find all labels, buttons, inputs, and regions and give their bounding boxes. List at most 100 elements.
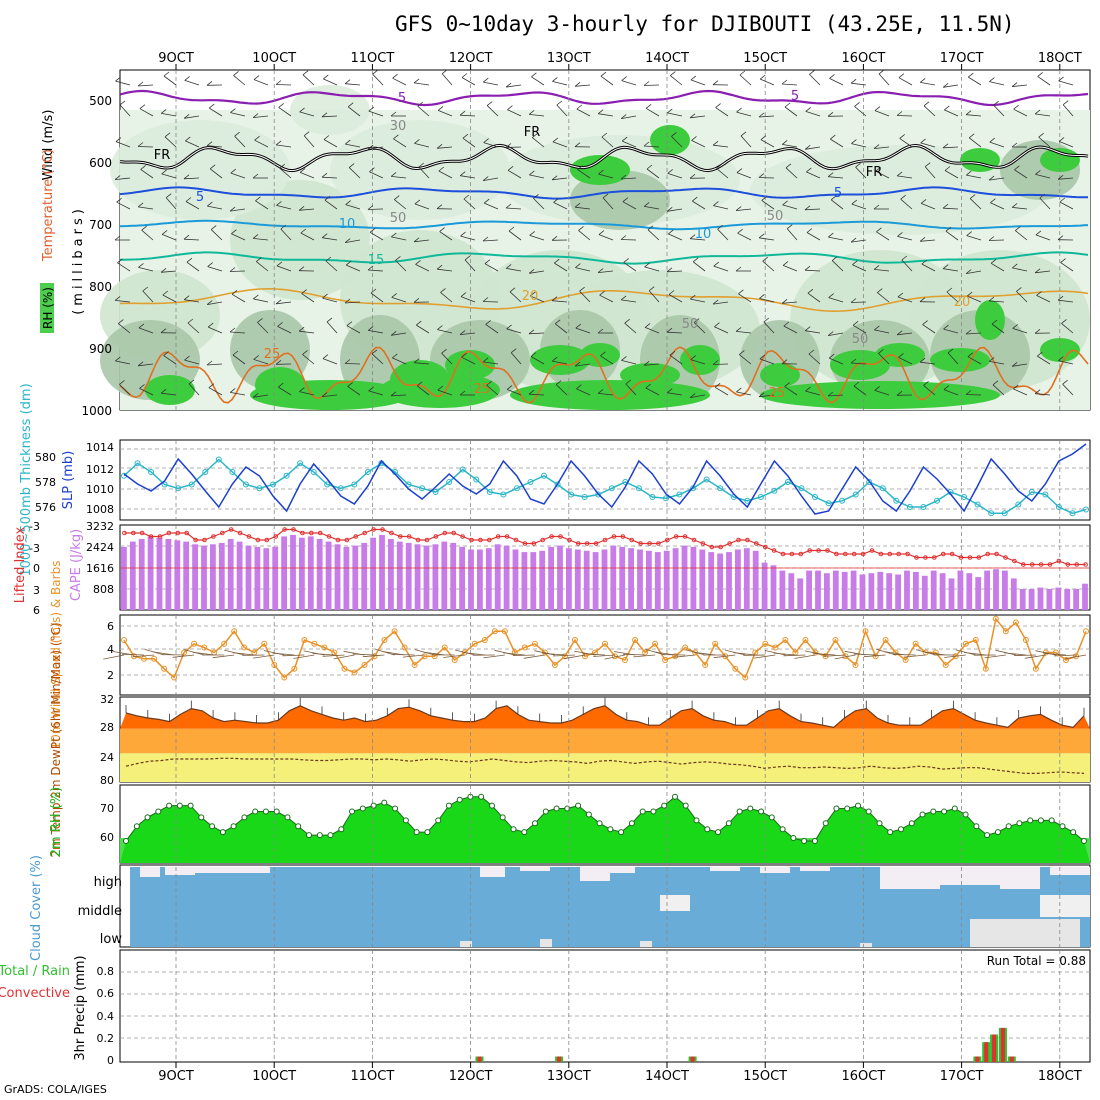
slp-thickness-panel [120, 440, 1090, 520]
cape-bar [770, 565, 777, 610]
wind-barb [345, 204, 361, 210]
wind-barb [459, 114, 476, 117]
wind-barb [1012, 363, 1028, 367]
wind-barb-flag [163, 351, 169, 356]
wind-barb [804, 269, 821, 272]
cloud-level: low [100, 932, 123, 947]
wind-speed-line-point [1022, 637, 1029, 643]
wind-barb [119, 384, 131, 396]
ua-contours [100, 85, 1090, 410]
wind-barb [390, 394, 407, 397]
wind-barb [736, 172, 752, 179]
wind-barb [737, 232, 752, 241]
wind-barb-flag [736, 168, 743, 173]
wind-barb-flag [807, 288, 814, 294]
li-point [326, 534, 332, 539]
wind-barb [461, 77, 476, 86]
slp-tick: 1012 [86, 463, 114, 476]
cape-bar [557, 545, 563, 610]
wind-barb [805, 390, 821, 396]
wind-barb-flag [392, 353, 398, 359]
wind-barb-flag [483, 77, 489, 83]
wind-barb-flag [115, 356, 121, 362]
wind-barb [781, 83, 798, 86]
li-point [967, 555, 973, 560]
wind-barb [276, 265, 292, 272]
wind-barb [299, 111, 315, 117]
wind-barb-flag [276, 261, 283, 267]
wind-barb10m [362, 654, 385, 658]
wind-barb-flag [394, 195, 400, 200]
thickness-line-point [703, 476, 710, 483]
wind-barb [809, 74, 821, 86]
thickness-line-point [486, 489, 493, 495]
wind-barb-flag [597, 389, 604, 394]
wind-barb-flag [161, 230, 168, 235]
wind-barb [392, 357, 407, 365]
li-point [914, 555, 919, 560]
wind-barb [874, 146, 890, 149]
wind-barb [692, 261, 706, 272]
thickness-line-point [324, 481, 331, 488]
li-point [860, 551, 866, 557]
temp-contour-20 [120, 288, 1089, 312]
li-point [593, 541, 599, 546]
rh-point [585, 811, 592, 818]
rh-point [930, 808, 937, 815]
wind-barb [667, 112, 683, 117]
cloud-high-gap [520, 867, 550, 871]
wind-barb [805, 330, 821, 334]
li-label: Lifted Index [13, 526, 28, 603]
cloud-high-gap [940, 867, 1000, 885]
li-point [1047, 562, 1053, 567]
xtick-label: 15OCT [743, 51, 787, 66]
wind-barb-flag [165, 193, 172, 199]
wind-barb [874, 329, 890, 334]
wind-barb-flag [392, 73, 398, 79]
wind-barb [643, 84, 660, 86]
rh-point [413, 829, 420, 836]
wind-speed-line-point [782, 637, 789, 643]
wind-barb-flag [758, 112, 765, 118]
wind-barb-flag [740, 131, 747, 137]
thickness-line-point [229, 469, 236, 475]
li-point [424, 537, 430, 543]
wind-barb [509, 291, 522, 303]
wind-barb [831, 260, 844, 272]
wind-barb-flag [735, 266, 742, 272]
wind-barb-flag [137, 81, 144, 87]
wind-barb-flag [553, 198, 559, 203]
wind-barb-flag [945, 226, 952, 232]
thickness-line-point [351, 481, 358, 488]
li-point [958, 555, 964, 560]
thickness-line-point [1028, 489, 1035, 495]
wind-barb-flag [690, 355, 696, 360]
wind-barb [993, 104, 1005, 117]
wind-barb [601, 136, 614, 148]
wind-barb [209, 168, 223, 179]
li-point [1056, 558, 1062, 564]
wind-barb-flag [531, 72, 537, 78]
wind-barb [137, 146, 154, 148]
wind-barb-flag [898, 73, 905, 79]
wind-barb-flag [252, 113, 259, 118]
wind-barb-flag [324, 195, 331, 201]
cape-bar [788, 573, 795, 610]
thick-tick: 578 [35, 476, 56, 489]
wind-barb [1058, 360, 1074, 365]
wind-barb-flag [142, 286, 149, 292]
wind-barb [693, 322, 706, 334]
cape-bar [895, 574, 901, 610]
wind-barb-flag [1034, 328, 1041, 334]
li-point [656, 541, 661, 546]
wind-barb-flag [116, 197, 122, 203]
wind-barb-flag [990, 198, 996, 204]
wind-barb [690, 238, 706, 241]
wind-barb10m [232, 652, 255, 656]
wind-speed-line-point [1032, 665, 1039, 672]
wind-barb-flag [344, 298, 351, 304]
wind-barb-flag [528, 389, 535, 395]
wind-barb [644, 327, 660, 334]
precip-conv-bar [975, 1056, 980, 1062]
li-point [851, 551, 857, 557]
